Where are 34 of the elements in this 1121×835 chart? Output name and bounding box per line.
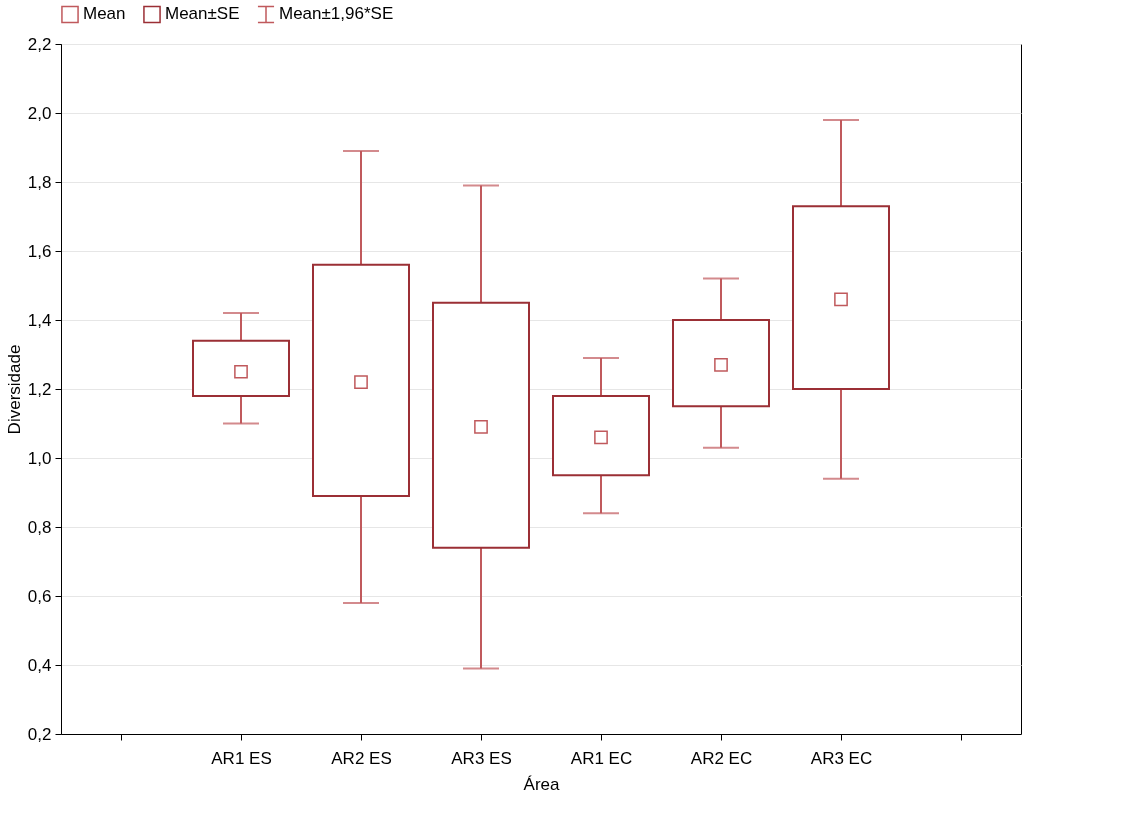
point (834, 292, 848, 307)
text: Mean±1,96*SE (279, 4, 394, 24)
y-axis-title: Diversidade (4, 344, 24, 435)
x-tick-label: AR2 ES (331, 748, 392, 768)
y-tick-label: 1,2 (27, 379, 52, 399)
x-tick-label: AR2 EC (690, 748, 753, 768)
point (714, 357, 728, 372)
y-tick-label: 1,6 (27, 241, 52, 261)
y-tick-label: 1,8 (27, 172, 52, 192)
legend-label: Mean (83, 4, 126, 24)
bar (672, 319, 770, 408)
x-tick-label: AR3 ES (451, 748, 512, 768)
point (234, 364, 248, 379)
point (474, 420, 488, 434)
y-tick-label: 2,2 (27, 34, 52, 54)
point (354, 375, 368, 389)
bar (192, 339, 290, 397)
y-tick-label: 1,4 (27, 310, 52, 330)
x-tick-label: AR1 ES (211, 748, 272, 768)
y-tick-label: 0,6 (27, 586, 52, 606)
bar (432, 301, 530, 549)
y-tick-label: 0,2 (27, 724, 52, 744)
x-tick-label: AR3 EC (810, 748, 873, 768)
y-tick-label: 2,0 (27, 103, 52, 123)
y-tick-label: 0,4 (27, 655, 52, 675)
legend-label: Mean±SE (165, 4, 240, 24)
bar (552, 394, 650, 477)
point (594, 430, 608, 445)
bar (792, 205, 890, 390)
x-tick-label: AR1 EC (570, 748, 633, 768)
y-tick-label: 0,8 (27, 517, 52, 537)
bar (312, 263, 410, 497)
y-tick-label: 1,0 (27, 448, 52, 468)
x-axis-title: Área (523, 774, 560, 794)
